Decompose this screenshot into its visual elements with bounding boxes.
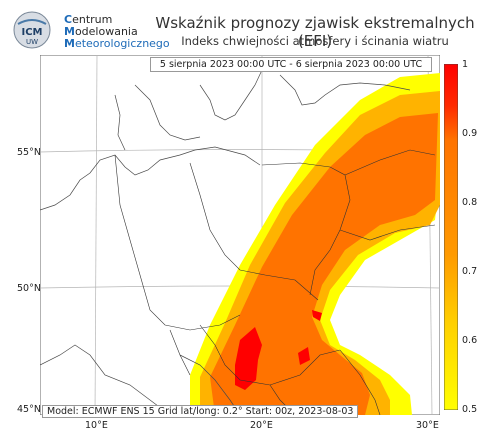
efi-core-red-2 [298, 347, 310, 365]
lon-label-30: 30°E [416, 420, 439, 431]
svg-text:UW: UW [26, 38, 38, 46]
lat-label-45: 45°N [17, 404, 41, 415]
efi-core-red-1 [235, 327, 262, 390]
colorbar-tick-1: 1 [462, 59, 469, 70]
brand-name: Centrum Modelowania Meteorologicznego [64, 13, 170, 50]
colorbar-tick-0.7: 0.7 [462, 266, 478, 277]
lat-label-55: 55°N [17, 147, 41, 158]
page-subtitle: Indeks chwiejności atmosfery i ścinania … [181, 34, 449, 48]
efi-band-orange [210, 113, 438, 415]
date-range-label: 5 sierpnia 2023 00:00 UTC - 6 sierpnia 2… [150, 57, 432, 72]
efi-map [40, 55, 440, 415]
icm-logo: ICM UW [13, 11, 51, 49]
page-title: Wskaźnik prognozy zjawisk ekstremalnych … [155, 14, 475, 50]
colorbar-tick-0.5: 0.5 [462, 404, 478, 415]
colorbar-tick-0.9: 0.9 [462, 128, 478, 139]
lon-label-20: 20°E [250, 420, 273, 431]
svg-text:ICM: ICM [21, 27, 42, 38]
colorbar-tick-0.6: 0.6 [462, 335, 478, 346]
efi-core-red-3 [312, 310, 322, 321]
colorbar-tick-0.8: 0.8 [462, 197, 478, 208]
lat-label-50: 50°N [17, 283, 41, 294]
efi-shading [190, 73, 440, 415]
country-borders [114, 149, 436, 415]
lon-label-10: 10°E [85, 420, 108, 431]
colorbar [444, 64, 458, 410]
model-info: Model: ECMWF ENS 15 Grid lat/long: 0.2° … [42, 405, 359, 418]
